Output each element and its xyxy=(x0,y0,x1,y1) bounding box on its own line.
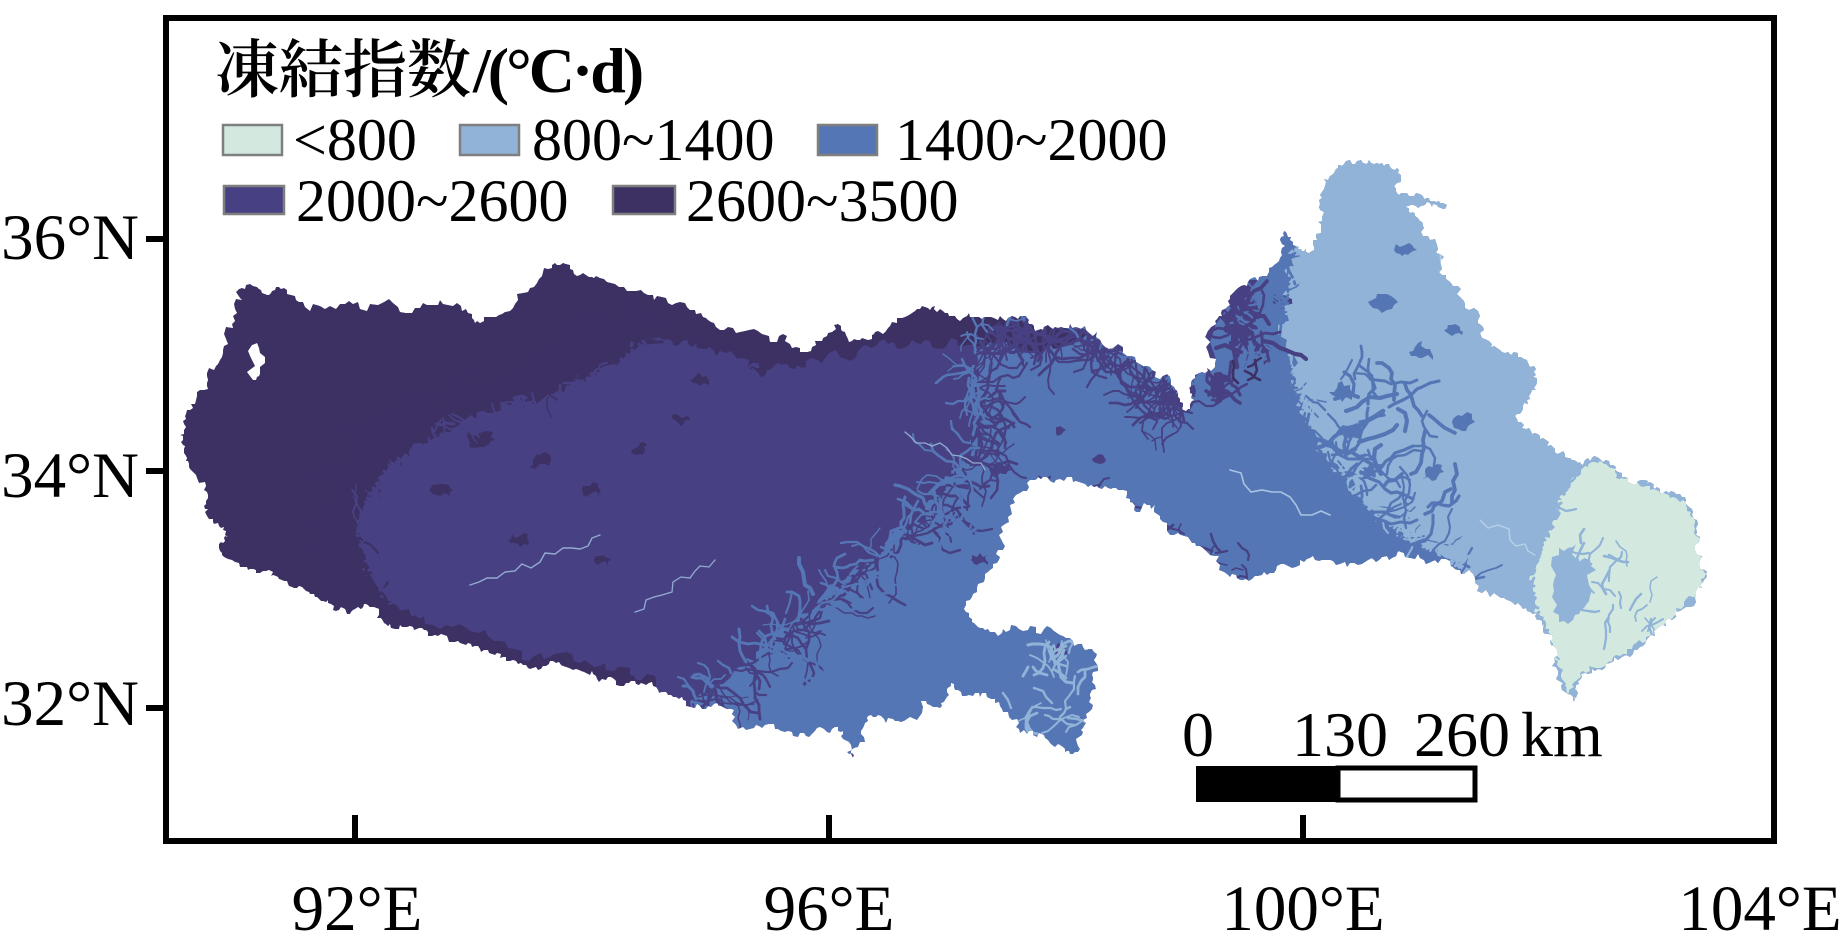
svg-text:104°E: 104°E xyxy=(1678,873,1841,940)
svg-text:130: 130 xyxy=(1292,699,1388,770)
svg-text:32°N: 32°N xyxy=(1,668,139,740)
svg-text:100°E: 100°E xyxy=(1221,873,1384,940)
svg-text:1400~2000: 1400~2000 xyxy=(895,107,1167,173)
svg-text:96°E: 96°E xyxy=(764,873,895,940)
svg-text:0: 0 xyxy=(1182,699,1214,770)
svg-text:<800: <800 xyxy=(293,107,417,173)
svg-text:260: 260 xyxy=(1414,699,1510,770)
svg-text:/(°C·d): /(°C·d) xyxy=(472,35,642,106)
svg-text:800~1400: 800~1400 xyxy=(532,107,774,173)
svg-text:34°N: 34°N xyxy=(1,440,139,512)
svg-text:2000~2600: 2000~2600 xyxy=(296,168,568,234)
svg-text:2600~3500: 2600~3500 xyxy=(686,168,958,234)
svg-text:92°E: 92°E xyxy=(292,873,423,940)
svg-text:36°N: 36°N xyxy=(1,202,139,274)
svg-text:km: km xyxy=(1521,699,1603,770)
